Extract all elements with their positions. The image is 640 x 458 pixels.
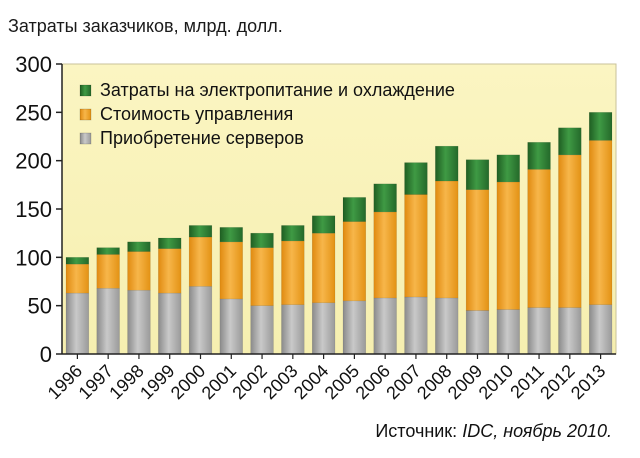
bar-2001-series-0 — [219, 298, 243, 355]
bar-2005-series-0 — [342, 300, 367, 355]
bar-2009-series-1 — [465, 189, 490, 311]
x-tick-label-2011: 2011 — [506, 361, 548, 403]
legend-label-0: Приобретение серверов — [100, 128, 304, 148]
x-tick-label-2006: 2006 — [352, 361, 394, 403]
bar-1998-series-1 — [127, 251, 151, 291]
bar-2005-series-1 — [342, 221, 367, 302]
y-axis: 0 50 100 150 200 250 300 — [15, 52, 62, 367]
x-tick-label-2002: 2002 — [228, 361, 270, 403]
bar-1999-series-2 — [158, 237, 182, 249]
legend-label-2: Затраты на электропитание и охлаждение — [100, 80, 455, 100]
bar-2008-series-0 — [435, 297, 459, 355]
y-tick-label: 50 — [28, 294, 52, 319]
source-note: Источник: IDC, ноябрь 2010. — [375, 421, 612, 441]
x-tick-label-2010: 2010 — [475, 361, 517, 403]
x-tick-label-2004: 2004 — [290, 361, 332, 403]
bar-2004-series-0 — [311, 302, 336, 355]
legend-label-1: Стоимость управления — [100, 104, 293, 124]
bar-2006-series-0 — [373, 297, 397, 355]
y-tick-label: 150 — [15, 197, 52, 222]
source-prefix: Источник: — [375, 421, 462, 441]
x-tick-label-1996: 1996 — [44, 361, 86, 403]
x-tick-label-1998: 1998 — [105, 361, 147, 403]
bar-2011-series-1 — [527, 169, 551, 308]
bar-2003-series-0 — [281, 304, 305, 355]
bar-2010-series-0 — [496, 309, 520, 355]
bar-1998-series-0 — [127, 289, 151, 355]
bar-2002-series-0 — [250, 305, 274, 355]
bar-2009-series-2 — [465, 159, 490, 190]
x-tick-label-2003: 2003 — [259, 361, 301, 403]
bar-1997-series-2 — [96, 247, 120, 255]
bar-2006-series-1 — [373, 211, 397, 299]
bar-2013-series-0 — [588, 304, 613, 355]
plot-area — [61, 63, 617, 355]
bar-2008-series-2 — [435, 145, 459, 182]
x-tick-label-2013: 2013 — [567, 361, 609, 403]
bar-2010-series-2 — [496, 154, 520, 183]
x-tick-label-2008: 2008 — [413, 361, 455, 403]
source-name: IDC, ноябрь 2010. — [462, 421, 612, 441]
bar-2000-series-2 — [188, 225, 213, 238]
legend-swatch-2 — [79, 84, 92, 97]
bar-2005-series-2 — [342, 197, 367, 222]
bar-2000-series-1 — [188, 236, 213, 287]
y-tick-label: 100 — [15, 245, 52, 270]
bars-group — [65, 112, 613, 355]
legend-swatch-0 — [79, 132, 92, 145]
bar-2011-series-0 — [527, 307, 551, 355]
bar-2010-series-1 — [496, 181, 520, 310]
legend: Затраты на электропитание и охлаждение Ст… — [79, 80, 455, 148]
bar-2013-series-1 — [588, 140, 613, 305]
bar-1997-series-0 — [96, 288, 120, 355]
x-tick-label-2012: 2012 — [536, 361, 578, 403]
y-tick-label: 200 — [15, 149, 52, 174]
bar-2009-series-0 — [465, 310, 490, 355]
y-axis-title: Затраты заказчиков, млрд. долл. — [8, 16, 283, 36]
bar-2006-series-2 — [373, 183, 397, 213]
bar-2003-series-1 — [281, 240, 305, 305]
bar-2001-series-1 — [219, 241, 243, 300]
bar-2007-series-0 — [404, 296, 428, 355]
y-tick-label: 250 — [15, 100, 52, 125]
y-tick-label: 0 — [40, 342, 52, 367]
bar-1996-series-1 — [65, 263, 90, 294]
bar-2003-series-2 — [281, 225, 305, 242]
x-tick-label-2005: 2005 — [321, 361, 363, 403]
bar-2004-series-1 — [311, 232, 336, 304]
bar-2002-series-1 — [250, 247, 274, 306]
bar-1999-series-0 — [158, 292, 182, 355]
x-tick-label-2007: 2007 — [382, 361, 424, 403]
legend-swatch-1 — [79, 108, 92, 121]
bar-2000-series-0 — [188, 286, 213, 355]
bar-1996-series-2 — [65, 257, 90, 265]
bar-2012-series-2 — [558, 127, 582, 156]
x-tick-label-1997: 1997 — [75, 361, 117, 403]
x-axis: 1996199719981999200020012002200320042005… — [44, 354, 609, 403]
x-tick-label-2001: 2001 — [198, 361, 240, 403]
bar-2007-series-1 — [404, 194, 428, 298]
x-tick-label-2009: 2009 — [444, 361, 486, 403]
bar-1998-series-2 — [127, 241, 151, 252]
y-tick-label: 300 — [15, 52, 52, 77]
x-tick-label-1999: 1999 — [136, 361, 178, 403]
bar-2001-series-2 — [219, 227, 243, 243]
bar-2011-series-2 — [527, 142, 551, 170]
bar-2007-series-2 — [404, 162, 428, 195]
bar-2012-series-1 — [558, 154, 582, 308]
bar-2012-series-0 — [558, 307, 582, 355]
bar-2008-series-1 — [435, 180, 459, 299]
bar-1997-series-1 — [96, 254, 120, 289]
x-tick-label-2000: 2000 — [167, 361, 209, 403]
bar-2013-series-2 — [588, 112, 613, 141]
bar-2004-series-2 — [311, 215, 336, 234]
bar-1996-series-0 — [65, 292, 90, 355]
bar-1999-series-1 — [158, 248, 182, 294]
bar-2002-series-2 — [250, 232, 274, 248]
